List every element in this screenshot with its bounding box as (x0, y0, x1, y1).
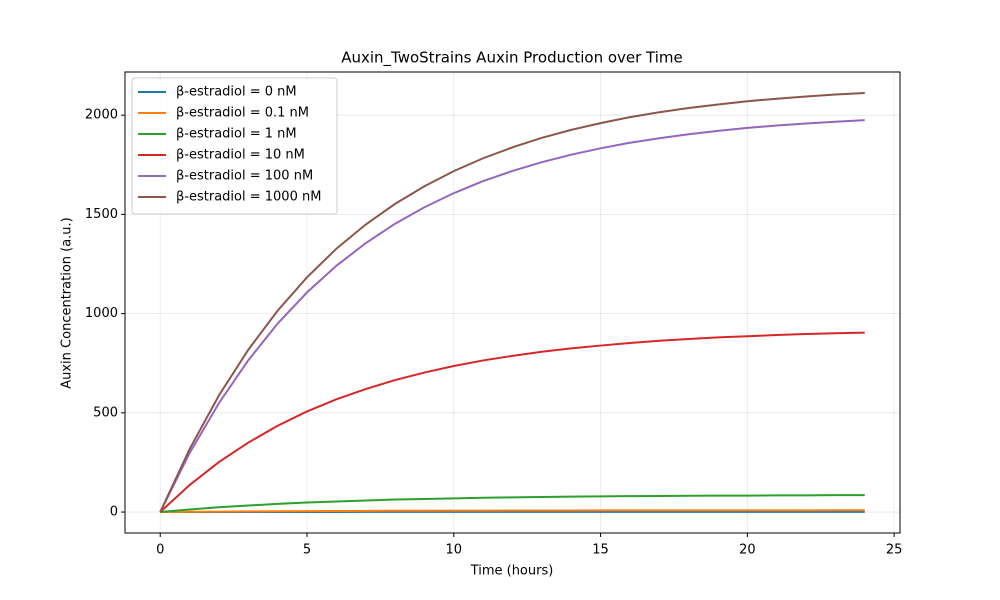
plot-frame (124, 71, 901, 534)
y-axis-label: Auxin Concentration (a.u.) (60, 217, 75, 389)
y-tick-label: 2000 (85, 108, 118, 123)
x-tick-label: 10 (446, 543, 463, 558)
legend-label: β-estradiol = 1 nM (176, 127, 297, 142)
y-tick-label: 0 (110, 505, 118, 520)
y-tick-label: 1500 (85, 207, 118, 222)
x-tick-label: 25 (886, 543, 903, 558)
legend-label: β-estradiol = 0 nM (176, 85, 297, 100)
series-line (160, 509, 865, 514)
legend-label: β-estradiol = 0.1 nM (176, 106, 309, 121)
y-tick-label: 1000 (85, 306, 118, 321)
x-tick-label: 0 (156, 543, 164, 558)
legend-label: β-estradiol = 100 nM (176, 169, 313, 184)
series-line (160, 494, 865, 514)
chart-title: Auxin_TwoStrains Auxin Production over T… (341, 49, 683, 68)
series-line (159, 119, 865, 513)
legend: β-estradiol = 0 nM β-estradiol = 0.1 nM β-… (131, 77, 338, 215)
x-axis-label: Time (hours) (470, 564, 554, 579)
x-tick-label: 15 (592, 543, 609, 558)
series-line (159, 91, 865, 513)
y-tick-label: 500 (93, 405, 118, 420)
legend-label: β-estradiol = 10 nM (176, 148, 305, 163)
legend-label: β-estradiol = 1000 nM (176, 190, 321, 205)
x-tick-label: 5 (303, 543, 311, 558)
legend-frame (131, 77, 338, 215)
x-tick-label: 20 (739, 543, 756, 558)
series-line (159, 331, 865, 513)
